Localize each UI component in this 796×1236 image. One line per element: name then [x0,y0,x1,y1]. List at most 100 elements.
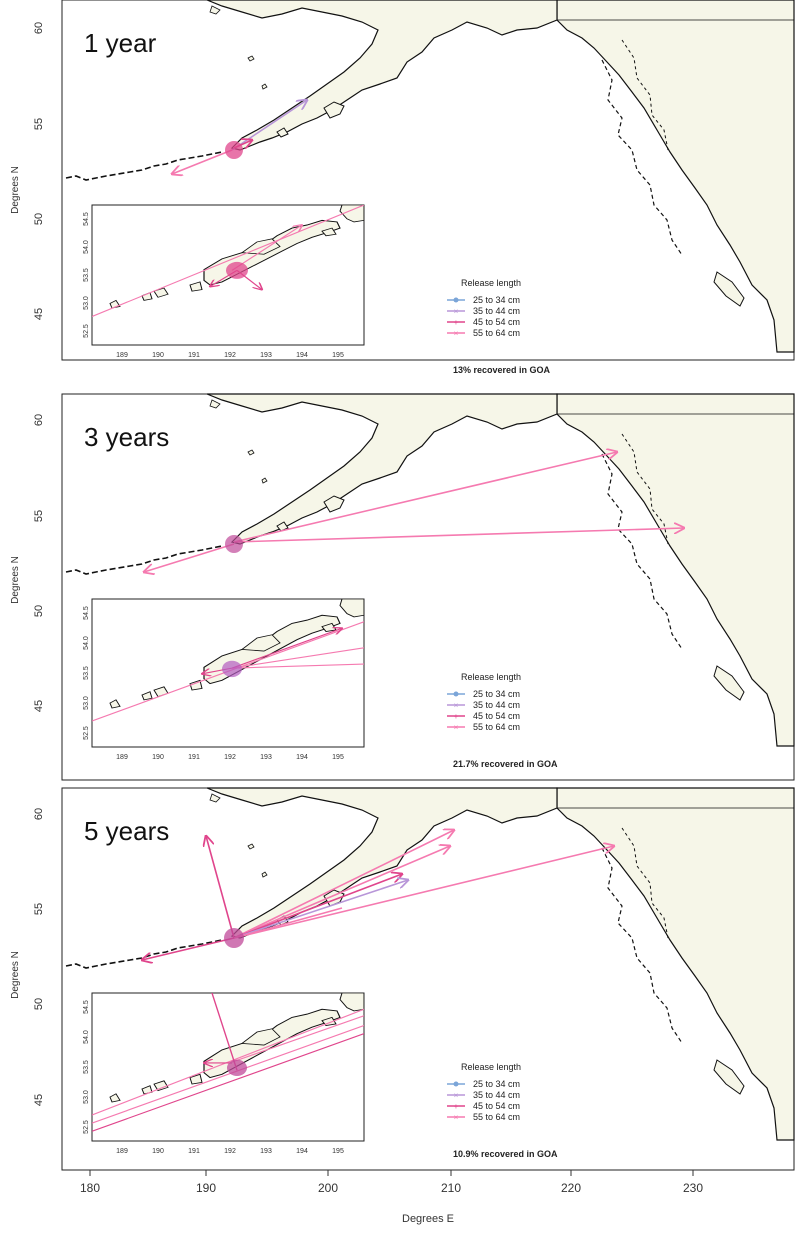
inset-x-tick: 194 [296,352,308,359]
inset-x-tick: 189 [116,754,128,761]
legend-title: Release length [461,1062,521,1072]
y-tick: 60 [33,22,45,34]
panel-5-years: 5 years 54.5 [61,787,795,1171]
y-axis-label: Degrees N [10,166,21,214]
inset-y-tick: 54.5 [83,606,90,620]
recovery-arrow [206,836,235,939]
legend: Release length 25 to 34 cm × 35 to 44 cm… [447,278,551,375]
panel-3-years: 3 years 54.5 54.0 53.5 53.0 52.5 [61,393,795,781]
legend-title: Release length [461,278,521,288]
legend-item: + 45 to 54 cm [447,711,520,721]
recovery-arrow [144,543,235,572]
legend-item: × 55 to 64 cm [447,722,520,732]
inset-x-tick: 192 [224,754,236,761]
y-tick: 50 [33,605,45,617]
inset-arrow [92,1033,364,1132]
inset-x-ticks: 189 190 191 192 193 194 195 [116,1148,344,1155]
recovery-arrow [233,830,454,939]
y-axis-label: Degrees N [10,951,21,999]
legend-label: 55 to 64 cm [473,1112,520,1122]
recovery-arrow [233,874,402,939]
inset-x-tick: 195 [332,352,344,359]
y-tick: 55 [33,118,45,130]
legend-label: 35 to 44 cm [473,1090,520,1100]
inset-x-tick: 193 [260,754,272,761]
inset-arrow [231,647,364,669]
y-tick: 45 [33,308,45,320]
recovery-arrows [142,830,614,960]
y-tick: 50 [33,213,45,225]
svg-text:×: × [454,1113,459,1122]
legend-item: 25 to 34 cm [447,1079,520,1089]
inset-x-tick: 191 [188,352,200,359]
recovery-arrows [144,452,684,572]
y-tick: 60 [33,808,45,820]
x-tick: 200 [318,1181,338,1195]
panel-1-y-axis: 60 55 50 45 Degrees N [10,22,45,320]
inset-y-tick: 53.5 [83,268,90,282]
recovery-arrow [172,149,233,174]
inset-map: 54.5 54.0 53.5 53.0 52.5 189 190 191 192… [83,992,365,1155]
legend-label: 35 to 44 cm [473,306,520,316]
inset-x-tick: 190 [152,754,164,761]
inset-y-tick: 53.0 [83,1090,90,1104]
inset-y-tick: 52.5 [83,726,90,740]
recovery-arrow [142,937,235,960]
inset-x-tick: 195 [332,1148,344,1155]
inset-y-ticks: 54.5 54.0 53.5 53.0 52.5 [83,606,90,740]
legend-label: 55 to 64 cm [473,722,520,732]
inset-y-tick: 54.0 [83,240,90,254]
inset-arrow [92,1025,364,1124]
inset-x-tick: 194 [296,754,308,761]
inset-x-tick: 189 [116,1148,128,1155]
legend-label: 45 to 54 cm [473,1101,520,1111]
x-tick: 190 [196,1181,216,1195]
panel-3-y-axis: 60 55 50 45 Degrees N [10,808,45,1106]
legend-label: 55 to 64 cm [473,328,520,338]
legend-item: × 35 to 44 cm [447,306,520,316]
inset-arrow [231,1015,364,1063]
recovery-arrow [233,846,614,939]
x-tick: 210 [441,1181,461,1195]
legend-label: 25 to 34 cm [473,295,520,305]
release-cluster [224,928,244,948]
inset-x-tick: 191 [188,754,200,761]
recovery-arrow [233,880,408,939]
legend-item: × 35 to 44 cm [447,700,520,710]
inset-y-ticks: 54.5 54.0 53.5 53.0 52.5 [83,1000,90,1134]
inset-y-tick: 54.0 [83,1030,90,1044]
inset-release-cluster [227,1059,247,1076]
legend-label: 25 to 34 cm [473,689,520,699]
inset-arrow [92,1008,364,1116]
inset-y-tick: 53.5 [83,1060,90,1074]
inset-release-cluster [226,261,248,279]
inset-map: 54.5 54.0 53.5 53.0 52.5 189 190 191 192… [83,204,365,359]
x-tick: 220 [561,1181,581,1195]
inset-y-tick: 54.0 [83,636,90,650]
y-tick: 45 [33,1094,45,1106]
inset-y-tick: 54.5 [83,1000,90,1014]
legend: Release length 25 to 34 cm × 35 to 44 cm… [447,1062,558,1159]
inset-x-tick: 189 [116,352,128,359]
y-tick: 55 [33,510,45,522]
inset-y-tick: 53.0 [83,296,90,310]
inset-y-tick: 52.5 [83,324,90,338]
inset-arrow [92,205,364,318]
legend-item: 25 to 34 cm [447,295,520,305]
legend-item: × 55 to 64 cm [447,328,520,338]
recovery-arrows [172,100,307,174]
panel-label: 3 years [84,422,169,452]
inset-y-tick: 53.0 [83,696,90,710]
legend-label: 25 to 34 cm [473,1079,520,1089]
svg-text:×: × [454,1091,459,1100]
legend-label: 45 to 54 cm [473,711,520,721]
recovery-arrow [233,528,684,543]
recovery-arrow [233,846,450,939]
x-tick: 180 [80,1181,100,1195]
inset-y-ticks: 54.5 54.0 53.5 53.0 52.5 [83,212,90,338]
inset-x-ticks: 189 190 191 192 193 194 195 [116,754,344,761]
x-axis: 180 190 200 210 220 230 Degrees E [80,1170,703,1225]
svg-text:×: × [454,701,459,710]
inset-y-tick: 52.5 [83,1120,90,1134]
